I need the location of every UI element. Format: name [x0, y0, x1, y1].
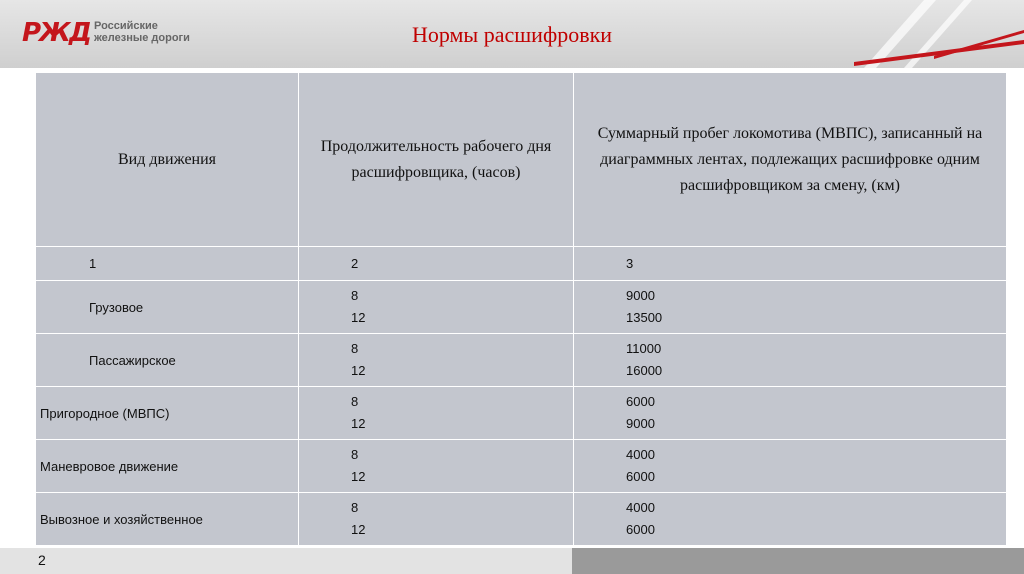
- logo-mark: РЖД: [22, 18, 92, 48]
- km-cell: 11000 16000: [573, 333, 1007, 387]
- km-cell: 9000 13500: [573, 280, 1007, 334]
- page-number: 2: [38, 552, 46, 568]
- hours-value: 12: [351, 416, 366, 431]
- hours-cell: 8 12: [298, 439, 574, 493]
- km-value: 6000: [626, 522, 655, 537]
- footer-band-dark: [572, 548, 1024, 574]
- km-cell: 6000 9000: [573, 386, 1007, 440]
- row-label: Пассажирское: [35, 333, 299, 387]
- row-label: Пригородное (МВПС): [35, 386, 299, 440]
- header-band: РЖД Российские железные дороги Нормы рас…: [0, 0, 1024, 68]
- logo-line: Российские: [94, 20, 158, 32]
- km-cell: 4000 6000: [573, 439, 1007, 493]
- hours-cell: 8 12: [298, 280, 574, 334]
- hours-value: 8: [351, 341, 359, 356]
- header-cell: Продолжительность рабочего дня расшифров…: [298, 72, 574, 247]
- number-cell: 3: [573, 246, 1007, 281]
- km-value: 11000: [626, 341, 662, 356]
- hours-value: 12: [351, 522, 366, 537]
- header-stripes: [854, 0, 1024, 68]
- slide-title: Нормы расшифровки: [411, 22, 613, 47]
- header-cell: Вид движения: [35, 72, 299, 247]
- data-row: Пригородное (МВПС) 8 12 6000 9000: [35, 386, 1007, 440]
- logo-text: Российские железные дороги: [94, 20, 190, 44]
- row-label: Грузовое: [35, 280, 299, 334]
- number-cell: 1: [35, 246, 299, 281]
- data-row: Маневровое движение 8 12 4000 6000: [35, 439, 1007, 493]
- data-row: Грузовое 8 12 9000 13500: [35, 280, 1007, 334]
- data-row: Вывозное и хозяйственное 8 12 4000 6000: [35, 492, 1007, 546]
- hours-value: 8: [351, 394, 359, 409]
- row-label: Маневровое движение: [35, 439, 299, 493]
- row-label: Вывозное и хозяйственное: [35, 492, 299, 546]
- hours-cell: 8 12: [298, 333, 574, 387]
- hours-value: 8: [351, 447, 359, 462]
- header-row: Вид движения Продолжительность рабочего …: [35, 72, 1007, 247]
- number-cell: 2: [298, 246, 574, 281]
- km-value: 4000: [626, 500, 655, 515]
- km-value: 16000: [626, 363, 663, 378]
- norms-table: Вид движения Продолжительность рабочего …: [35, 72, 1007, 546]
- hours-value: 12: [351, 310, 366, 325]
- km-value: 9000: [626, 288, 655, 303]
- hours-value: 12: [351, 363, 366, 378]
- hours-value: 8: [351, 500, 359, 515]
- km-value: 13500: [626, 310, 663, 325]
- km-value: 4000: [626, 447, 655, 462]
- km-value: 6000: [626, 394, 655, 409]
- km-value: 6000: [626, 469, 655, 484]
- km-cell: 4000 6000: [573, 492, 1007, 546]
- logo-line: железные дороги: [94, 32, 190, 44]
- data-row: Пассажирское 8 12 11000 16000: [35, 333, 1007, 387]
- hours-cell: 8 12: [298, 386, 574, 440]
- hours-cell: 8 12: [298, 492, 574, 546]
- km-value: 9000: [626, 416, 655, 431]
- hours-value: 12: [351, 469, 366, 484]
- header-cell: Суммарный пробег локомотива (МВПС), запи…: [573, 72, 1007, 247]
- numbering-row: 1 2 3: [35, 246, 1007, 281]
- hours-value: 8: [351, 288, 359, 303]
